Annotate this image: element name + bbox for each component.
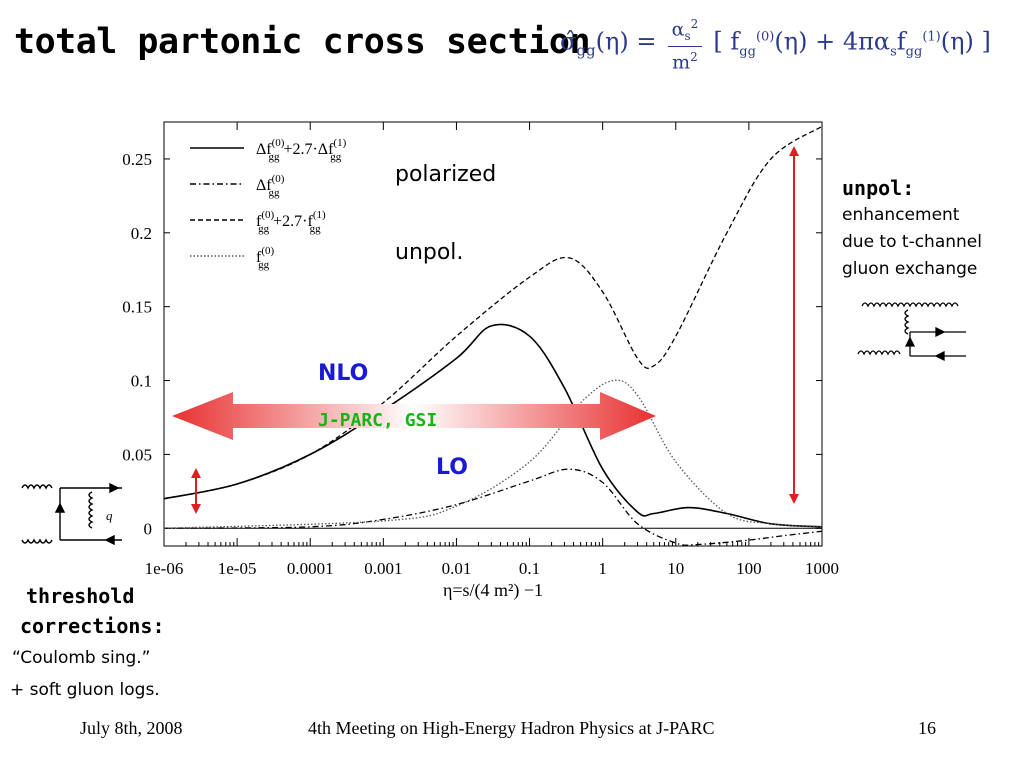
y-tick-label: 0.25 (122, 150, 152, 169)
nlo-label: NLO (318, 361, 369, 386)
footer-date: July 8th, 2008 (80, 718, 183, 738)
threshold-feynman-diagram-icon: q (21, 482, 122, 546)
cross-section-formula: σ̂gg(η) = αs2 m2 [ fgg(0)(η) + 4παsfgg(1)… (560, 14, 991, 73)
unpol-note-line: gluon exchange (842, 259, 978, 279)
threshold-note-title-2: corrections: (20, 614, 165, 638)
x-tick-label: 1e-05 (218, 559, 257, 578)
legend-entry: Δf(0) gg +2.7·Δf(1) gg (256, 137, 347, 163)
legend-entry: f(0) gg +2.7·f(1) gg (256, 209, 326, 235)
formula-sub: gg (576, 41, 596, 60)
series-line-3 (163, 125, 823, 500)
y-tick-label: 0.1 (131, 372, 152, 391)
unpol-note-title: unpol: (842, 176, 915, 200)
threshold-note-line: “Coulomb sing.” (12, 648, 151, 668)
series-line-4 (163, 379, 823, 529)
slide-title: total partonic cross section (14, 22, 591, 62)
legend: Δf(0) gg +2.7·Δf(1) gg Δf(0) gg f(0) gg +2.7·f(1… (190, 137, 347, 271)
y-tick-label: 0.15 (122, 298, 152, 317)
x-tick-label: 100 (736, 559, 762, 578)
footer-meeting: 4th Meeting on High-Energy Hadron Physic… (308, 718, 715, 738)
jparc-gsi-label: J-PARC, GSI (318, 410, 438, 431)
polarized-label: polarized (395, 162, 497, 187)
threshold-note-title: threshold (26, 584, 135, 608)
x-tick-label: 0.01 (442, 559, 472, 578)
x-axis: 1e-06 1e-05 0.0001 0.001 0.01 0.1 1 10 100 1000 (145, 122, 839, 578)
y-tick-label: 0.2 (131, 224, 152, 243)
threshold-note-line: + soft gluon logs. (10, 680, 160, 700)
formula-body: [ f (713, 27, 740, 56)
t-channel-feynman-diagram-icon (857, 302, 966, 362)
x-axis-label: η=s/(4 m²) −1 (443, 580, 543, 601)
formula-fraction: αs2 m2 (668, 14, 702, 73)
x-tick-label: 0.001 (364, 559, 402, 578)
series-line-1 (163, 323, 823, 528)
x-tick-label: 1000 (805, 559, 839, 578)
formula-end: (η) ] (940, 27, 991, 56)
unpol-note-line: due to t-channel (842, 232, 982, 252)
formula-lhs: σ̂ (560, 27, 577, 56)
enhancement-arrow (789, 146, 799, 504)
plot-frame (163, 121, 823, 547)
legend-entry: f(0) gg (256, 245, 274, 271)
series-layer (163, 125, 823, 546)
x-tick-label: 0.1 (519, 559, 540, 578)
formula-tail: (η) + 4πα (774, 27, 891, 56)
unpol-note-line: enhancement (842, 205, 960, 225)
x-tick-label: 1e-06 (145, 559, 184, 578)
footer-page-number: 16 (918, 718, 936, 738)
x-tick-label: 10 (667, 559, 684, 578)
y-tick-label: 0 (144, 519, 153, 538)
threshold-arrow (191, 468, 201, 514)
y-tick-label: 0.05 (122, 445, 152, 464)
y-axis: 0 0.05 0.1 0.15 0.2 0.25 (122, 150, 822, 538)
jparc-range-arrow (172, 392, 656, 440)
x-tick-label: 1 (598, 559, 607, 578)
x-tick-label: 0.0001 (287, 559, 334, 578)
svg-text:q: q (106, 508, 113, 523)
unpolarized-label: unpol. (395, 240, 464, 265)
formula-rest: (η) = (595, 27, 657, 56)
series-line-2 (163, 468, 823, 546)
lo-label: LO (436, 455, 468, 480)
legend-entry: Δf(0) gg (256, 173, 285, 199)
